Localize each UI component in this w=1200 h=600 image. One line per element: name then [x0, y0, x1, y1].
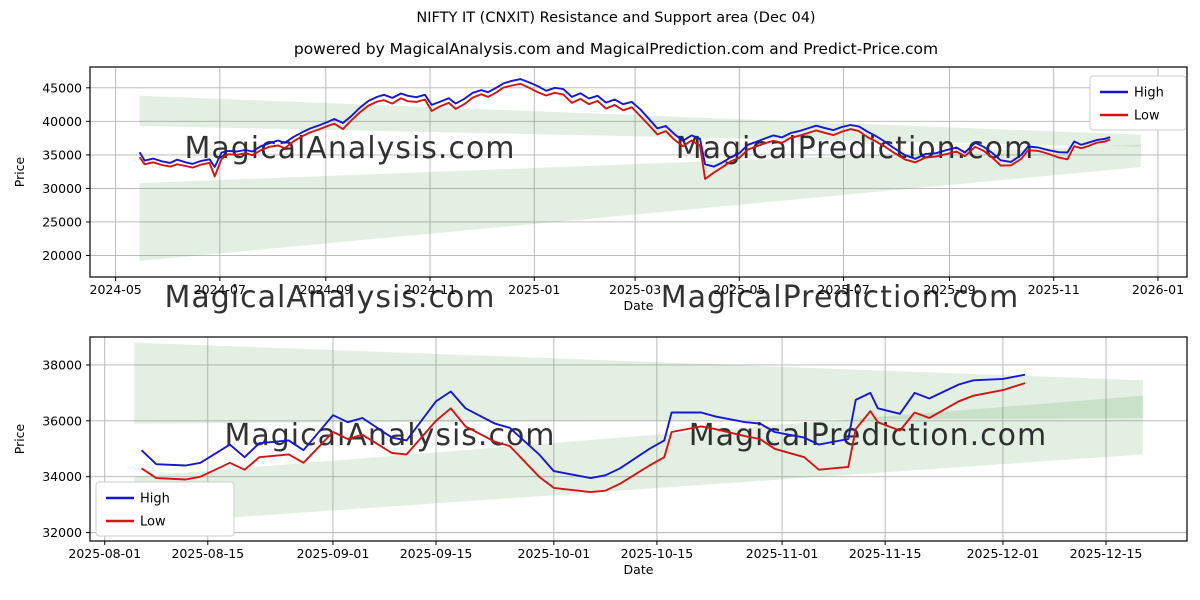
low-line	[140, 382, 1026, 494]
watermark-text: MagicalAnalysis.com	[184, 131, 515, 166]
legend-label-low: Low	[1134, 109, 1160, 124]
x-tick-label: 2025-09-15	[400, 546, 473, 561]
x-tick-label: 2025-08-01	[68, 546, 141, 561]
x-tick-label: 2024-09	[300, 282, 352, 297]
x-tick-label: 2025-10-15	[621, 546, 694, 561]
y-tick-label: 40000	[42, 114, 82, 129]
band-polygon	[139, 95, 1141, 147]
y-tick-label: 34000	[42, 469, 82, 484]
grid	[90, 67, 1187, 277]
x-tick-label: 2025-03	[609, 282, 661, 297]
x-tick-label: 2025-07	[817, 282, 869, 297]
y-tick-label: 36000	[42, 413, 82, 428]
x-axis-title: Date	[624, 298, 654, 313]
x-axis: 2025-08-01 2025-08-15 2025-09-01 2025-09-15…	[68, 541, 1142, 577]
price-chart-main: MagicalAnalysis.com MagicalPrediction.com…	[12, 66, 1188, 313]
band-polygon	[134, 342, 1143, 424]
price-chart-zoom: MagicalAnalysis.com MagicalPrediction.com…	[12, 336, 1188, 577]
x-tick-label: 2024-07	[194, 282, 246, 297]
x-tick-label: 2025-11	[1028, 282, 1080, 297]
x-tick-label: 2024-11	[404, 282, 456, 297]
y-tick-label: 38000	[42, 357, 82, 372]
y-axis: 32000 34000 36000 38000 Price	[12, 357, 90, 540]
x-tick-label: 2025-12-01	[967, 546, 1040, 561]
watermark-text: MagicalPrediction.com	[661, 280, 1020, 315]
y-axis-title: Price	[12, 423, 27, 454]
plot-border	[89, 66, 1188, 278]
plot-border	[89, 336, 1188, 542]
legend: High Low	[1089, 75, 1187, 131]
x-tick-label: 2025-01	[508, 282, 560, 297]
band-polygon	[139, 144, 1141, 261]
y-tick-label: 45000	[42, 80, 82, 95]
legend-label-high: High	[1134, 86, 1164, 101]
legend-label-low: Low	[140, 515, 166, 530]
figure-title: NIFTY IT (CNXIT) Resistance and Support …	[416, 10, 815, 26]
low-line	[138, 82, 1111, 180]
legend-box	[95, 481, 235, 537]
support-resistance-bands	[139, 95, 1141, 261]
x-tick-label: 2025-08-15	[171, 546, 244, 561]
x-tick-label: 2025-12-15	[1070, 546, 1143, 561]
y-tick-label: 20000	[42, 248, 82, 263]
between-charts-watermark: MagicalAnalysis.com MagicalPrediction.com	[164, 280, 1020, 315]
y-axis-title: Price	[12, 156, 27, 187]
high-line	[140, 373, 1026, 480]
x-tick-label: 2024-05	[90, 282, 142, 297]
figure-subtitle: powered by MagicalAnalysis.com and Magic…	[294, 40, 938, 58]
x-tick-label: 2025-09-01	[297, 546, 370, 561]
y-axis: 20000 25000 30000 35000 40000 45000 Price	[12, 80, 90, 263]
x-tick-label: 2025-11-01	[746, 546, 819, 561]
legend: High Low	[95, 481, 235, 537]
x-tick-label: 2026-01	[1132, 282, 1184, 297]
x-tick-label: 2025-09	[923, 282, 975, 297]
y-tick-label: 32000	[42, 525, 82, 540]
watermark-text: MagicalAnalysis.com	[164, 280, 495, 315]
y-tick-label: 30000	[42, 181, 82, 196]
x-tick-label: 2025-05	[713, 282, 765, 297]
high-line	[138, 78, 1111, 168]
watermark-text: MagicalPrediction.com	[689, 418, 1048, 453]
legend-box	[1089, 75, 1187, 131]
legend-label-high: High	[140, 492, 170, 507]
x-axis: 2024-05 2024-07 2024-09 2024-11 2025-01 2025-…	[90, 277, 1184, 313]
x-tick-label: 2025-10-01	[518, 546, 591, 561]
y-tick-label: 25000	[42, 214, 82, 229]
x-axis-title: Date	[624, 562, 654, 577]
x-tick-label: 2025-11-15	[849, 546, 922, 561]
y-tick-label: 35000	[42, 147, 82, 162]
